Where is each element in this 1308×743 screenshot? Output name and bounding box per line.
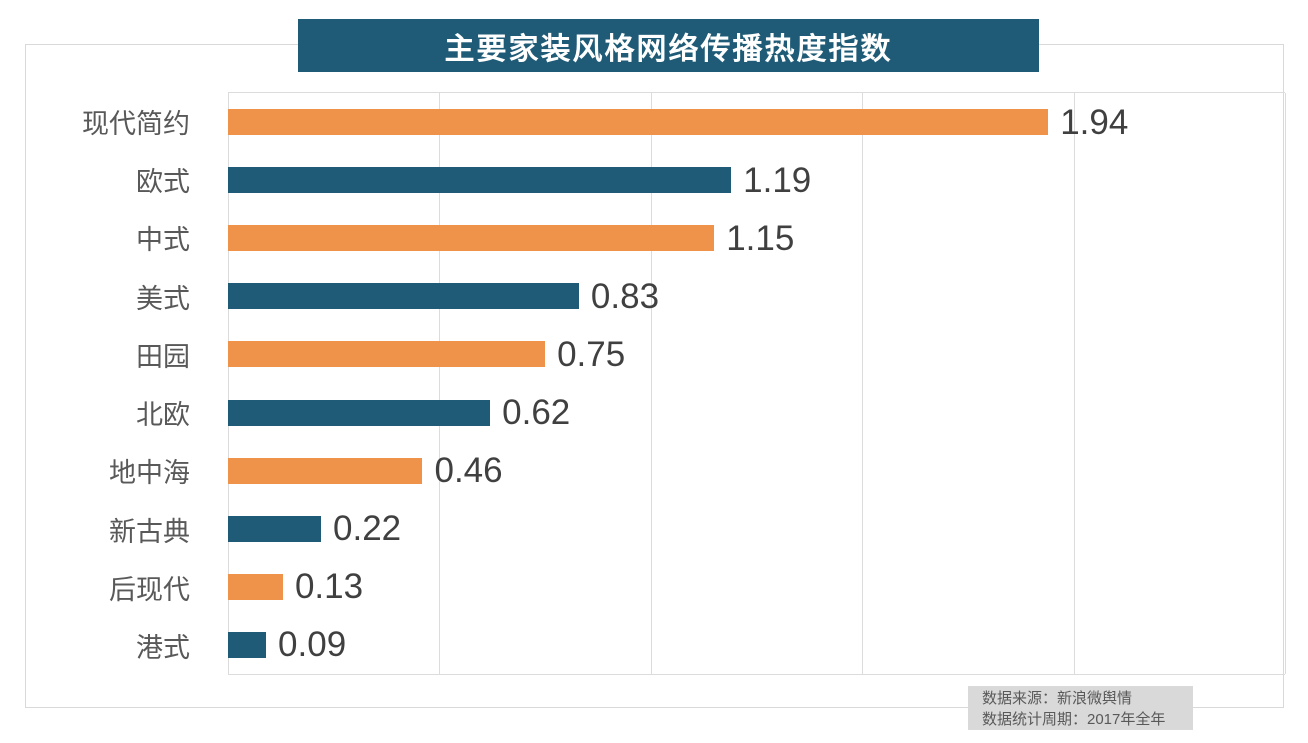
gridline-x-0.0	[228, 93, 229, 674]
bar-row: 0.09	[228, 616, 1285, 674]
source-note-line-2: 数据统计周期：2017年全年	[982, 711, 1166, 728]
source-note-line-1: 数据来源：新浪微舆情	[982, 690, 1133, 707]
category-label: 新古典	[109, 516, 190, 547]
bar-row: 1.15	[228, 209, 1285, 267]
gridline-x-1.0	[650, 93, 652, 674]
bar	[228, 283, 579, 310]
bar-value-label: 0.13	[294, 567, 364, 607]
category-labels: 现代简约欧式中式美式田园北欧地中海新古典后现代港式	[0, 92, 210, 675]
category-label: 港式	[136, 633, 190, 664]
bar-value-label: 1.15	[726, 218, 795, 258]
bar	[228, 631, 267, 658]
bar	[228, 109, 1049, 136]
bar-row: 1.19	[228, 151, 1285, 209]
category-label: 田园	[136, 341, 190, 372]
bar	[228, 573, 283, 600]
bar-value-label: 0.83	[590, 276, 660, 316]
bar-value-label: 0.46	[434, 451, 503, 491]
bar-value-label: 0.09	[278, 625, 347, 665]
gridline-x-1.5	[862, 93, 864, 674]
chart-title: 主要家装风格网络传播热度指数	[444, 32, 893, 66]
bar-value-label: 0.62	[502, 393, 571, 433]
category-label: 美式	[136, 283, 190, 314]
bar-value-label: 1.94	[1060, 102, 1129, 142]
bar-row: 0.62	[228, 383, 1285, 441]
bar-row: 0.75	[228, 325, 1285, 383]
bar-value-label: 1.19	[743, 160, 812, 200]
plot-area: 1.94 1.19 1.15 0.83 0.75 0.62 0.46 0.22 0.13 0.09	[228, 92, 1286, 675]
bar	[228, 341, 546, 368]
bar-row: 0.83	[228, 267, 1285, 325]
chart-title-banner: 主要家装风格网络传播热度指数	[298, 19, 1039, 72]
bar-value-label: 0.75	[557, 334, 626, 374]
bar-row: 0.46	[228, 442, 1285, 500]
category-label: 现代简约	[82, 108, 190, 139]
category-label: 欧式	[136, 166, 190, 197]
bar	[228, 515, 322, 542]
category-label: 中式	[136, 225, 190, 256]
bar	[228, 457, 423, 484]
gridline-x-2.0	[1073, 93, 1075, 674]
bar-row: 1.94	[228, 93, 1285, 151]
bar	[228, 225, 715, 252]
bar	[228, 399, 491, 426]
category-label: 地中海	[109, 458, 190, 489]
source-note-box: 数据来源：新浪微舆情 数据统计周期：2017年全年	[968, 686, 1193, 730]
category-label: 后现代	[109, 575, 190, 606]
gridline-x-2.5	[1285, 93, 1286, 674]
gridline-x-0.5	[439, 93, 441, 674]
category-label: 北欧	[136, 400, 190, 431]
bar-row: 0.22	[228, 500, 1285, 558]
bar-row: 0.13	[228, 558, 1285, 616]
bar	[228, 167, 732, 194]
bar-value-label: 0.22	[333, 509, 402, 549]
